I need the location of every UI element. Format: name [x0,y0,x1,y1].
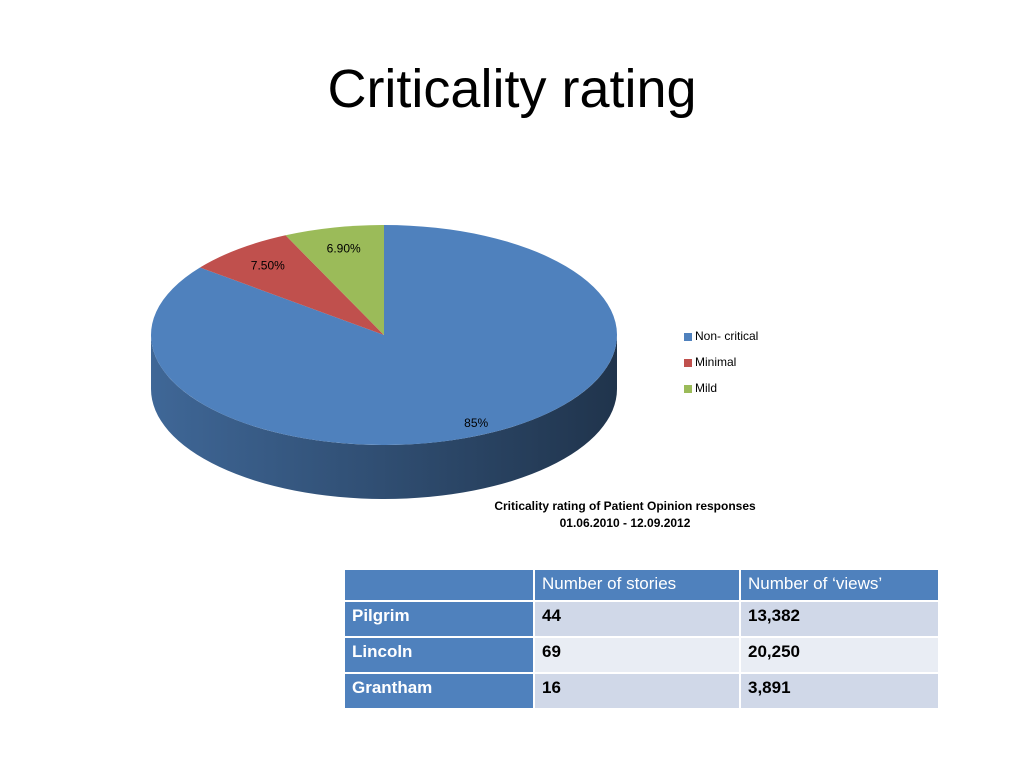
slide-title: Criticality rating [327,59,697,119]
legend-label: Mild [695,381,717,395]
column-header: Number of stories [533,568,741,602]
table-row: Grantham 16 3,891 [343,672,940,710]
pie-slice [200,235,384,335]
row-header: Grantham [343,672,535,710]
table-cell: 13,382 [739,600,940,638]
table-cell: 44 [533,600,741,638]
data-label: 7.50% [251,258,285,272]
table-cell: 69 [533,636,741,674]
table-row: Pilgrim 44 13,382 [343,600,940,638]
pie-side [151,335,617,499]
table-cell: 3,891 [739,672,940,710]
legend-label: Minimal [695,355,736,369]
row-header: Pilgrim [343,600,535,638]
legend-swatch [684,385,692,393]
data-table: Number of stories Number of ‘views’ Pilg… [343,568,940,710]
pie-slice [285,225,384,335]
data-label: 85% [464,416,488,430]
corner-cell [343,568,535,602]
column-header: Number of ‘views’ [739,568,940,602]
legend-swatch [684,359,692,367]
chart-caption: 01.06.2010 - 12.09.2012 [560,516,691,530]
table-row: Lincoln 69 20,250 [343,636,940,674]
chart-caption: Criticality rating of Patient Opinion re… [494,499,756,513]
table-cell: 20,250 [739,636,940,674]
table-cell: 16 [533,672,741,710]
chart: 85% 7.50% 6.90% Non- critical Minimal Mild Cri… [151,225,758,530]
row-header: Lincoln [343,636,535,674]
header-row: Number of stories Number of ‘views’ [343,568,940,602]
data-label: 6.90% [327,241,361,255]
legend-label: Non- critical [695,329,758,343]
legend-swatch [684,333,692,341]
